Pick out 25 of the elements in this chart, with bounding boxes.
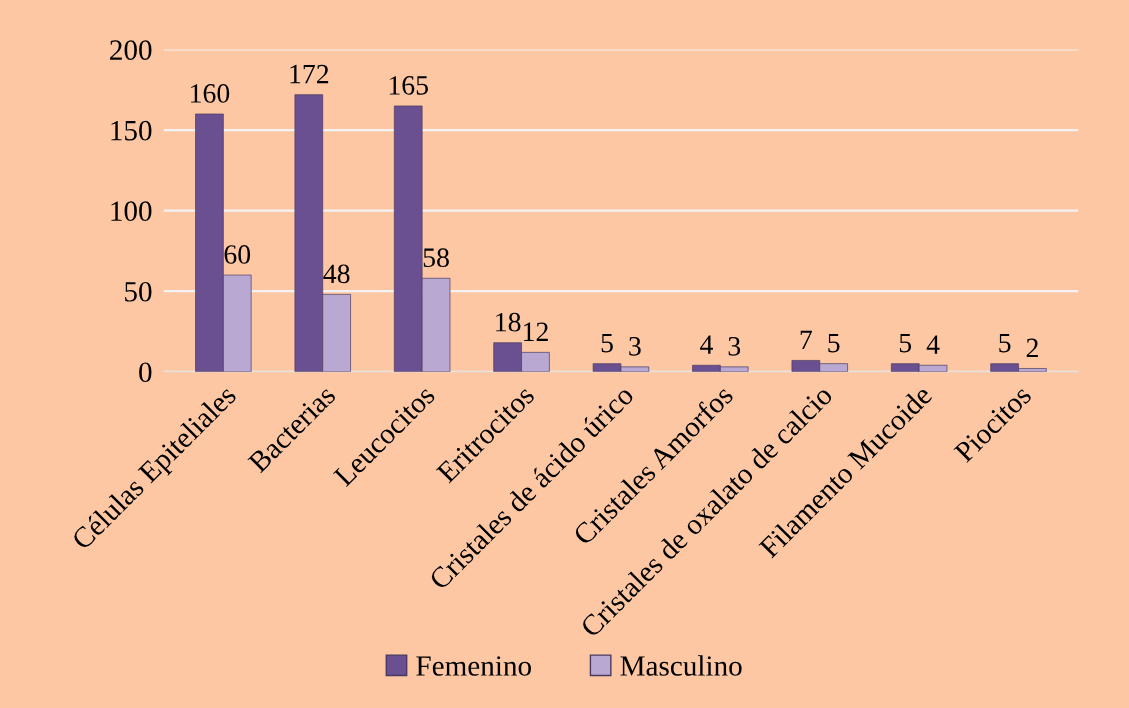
data-label: 165: [389, 76, 428, 95]
y-tick-label: 50: [125, 281, 152, 302]
data-label: 4: [926, 335, 940, 354]
y-tick-label: 100: [111, 201, 152, 222]
data-label: 58: [423, 248, 449, 268]
data-label: 18: [496, 312, 521, 332]
data-label: 4: [700, 335, 713, 354]
data-label: 2: [1026, 338, 1038, 358]
data-label: 172: [290, 64, 329, 84]
data-label: 7: [800, 330, 812, 349]
data-label: 3: [728, 337, 741, 356]
legend-label: Masculino: [620, 655, 742, 676]
data-label: 160: [191, 84, 230, 103]
y-tick-label: 0: [139, 362, 152, 383]
legend-label: Femenino: [416, 656, 531, 676]
data-label: 60: [224, 245, 251, 264]
data-label: 5: [601, 333, 613, 353]
y-tick-label: 150: [111, 120, 152, 141]
data-label: 48: [323, 264, 350, 284]
data-label: 5: [828, 333, 840, 353]
data-label: 3: [629, 337, 641, 356]
y-tick-label: 200: [110, 40, 152, 60]
data-label: 5: [899, 333, 912, 353]
data-label: 12: [524, 322, 548, 341]
data-label: 5: [999, 333, 1011, 353]
